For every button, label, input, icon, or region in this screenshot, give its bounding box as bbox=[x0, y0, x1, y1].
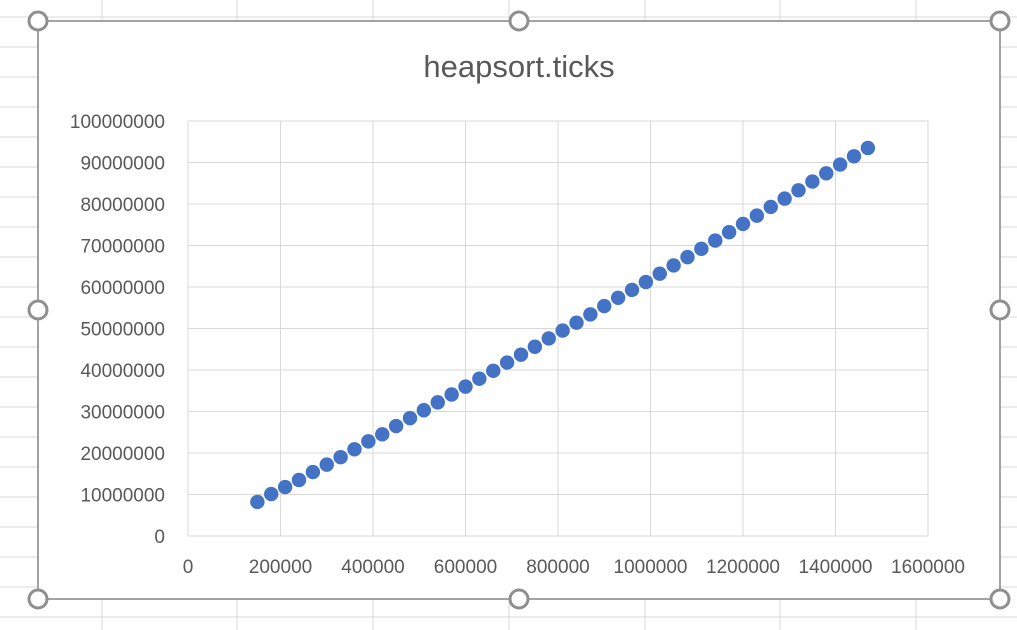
data-point[interactable] bbox=[846, 149, 862, 164]
resize-handle-bottom[interactable] bbox=[508, 588, 530, 610]
plot-gridlines bbox=[187, 120, 929, 537]
data-point[interactable] bbox=[763, 199, 778, 215]
resize-handle-top[interactable] bbox=[508, 10, 530, 32]
x-tick-label: 600000 bbox=[434, 557, 497, 578]
data-point[interactable] bbox=[749, 208, 765, 223]
data-point[interactable] bbox=[638, 274, 654, 290]
data-point[interactable] bbox=[402, 410, 418, 426]
x-tick-label: 1200000 bbox=[706, 557, 780, 578]
chart-resize-handles[interactable] bbox=[27, 10, 1011, 610]
data-point[interactable] bbox=[610, 290, 626, 305]
data-point[interactable] bbox=[319, 457, 334, 472]
data-point[interactable] bbox=[347, 442, 362, 457]
x-tick-label: 400000 bbox=[341, 557, 404, 578]
y-axis-tick-labels: 0 10000000 20000000 30000000 40000000 5000000… bbox=[70, 112, 165, 548]
chart-title[interactable]: heapsort.ticks bbox=[423, 49, 614, 84]
data-point[interactable] bbox=[555, 323, 570, 338]
data-point[interactable] bbox=[777, 191, 792, 206]
y-tick-label: 0 bbox=[154, 527, 165, 548]
data-point[interactable] bbox=[305, 464, 321, 480]
data-point[interactable] bbox=[277, 479, 293, 495]
data-point[interactable] bbox=[472, 371, 487, 386]
data-point[interactable] bbox=[694, 241, 709, 257]
data-point[interactable] bbox=[375, 427, 390, 442]
data-point[interactable] bbox=[291, 472, 307, 488]
data-point[interactable] bbox=[430, 395, 445, 410]
y-tick-label: 30000000 bbox=[80, 403, 165, 424]
data-point[interactable] bbox=[652, 266, 667, 281]
x-tick-label: 1600000 bbox=[891, 557, 965, 578]
y-tick-label: 90000000 bbox=[80, 154, 165, 175]
resize-handle-top-right[interactable] bbox=[989, 10, 1011, 32]
resize-handle-top-left[interactable] bbox=[27, 10, 49, 32]
data-point[interactable] bbox=[583, 307, 598, 322]
y-tick-label: 50000000 bbox=[80, 320, 165, 341]
data-point[interactable] bbox=[458, 379, 473, 394]
resize-handle-bottom-left[interactable] bbox=[27, 588, 49, 610]
data-point[interactable] bbox=[832, 157, 848, 172]
data-point[interactable] bbox=[569, 315, 584, 330]
y-tick-label: 40000000 bbox=[80, 361, 165, 382]
data-point[interactable] bbox=[527, 339, 543, 354]
data-point[interactable] bbox=[624, 282, 640, 298]
data-point[interactable] bbox=[791, 183, 806, 198]
data-point[interactable] bbox=[735, 216, 751, 232]
data-point[interactable] bbox=[860, 140, 876, 156]
data-point[interactable] bbox=[708, 233, 723, 248]
y-tick-label: 80000000 bbox=[80, 195, 165, 216]
data-point[interactable] bbox=[361, 434, 376, 449]
data-point[interactable] bbox=[444, 387, 459, 402]
y-tick-label: 20000000 bbox=[80, 444, 165, 465]
resize-handle-left[interactable] bbox=[27, 299, 49, 321]
data-point[interactable] bbox=[597, 298, 612, 314]
data-point[interactable] bbox=[805, 174, 820, 189]
x-tick-label: 1400000 bbox=[799, 557, 873, 578]
data-point[interactable] bbox=[250, 494, 265, 510]
data-point[interactable] bbox=[721, 225, 737, 240]
y-tick-label: 70000000 bbox=[80, 237, 165, 258]
chart-area[interactable] bbox=[37, 20, 1001, 600]
resize-handle-bottom-right[interactable] bbox=[989, 588, 1011, 610]
data-point[interactable] bbox=[680, 249, 695, 265]
data-point[interactable] bbox=[499, 355, 515, 370]
y-tick-label: 100000000 bbox=[70, 112, 165, 133]
x-tick-label: 1000000 bbox=[614, 557, 688, 578]
y-tick-label: 60000000 bbox=[80, 278, 165, 299]
data-points bbox=[250, 140, 876, 510]
x-tick-label: 800000 bbox=[526, 557, 589, 578]
x-axis-tick-labels: 0 200000 400000 600000 800000 1000000 1200000 1… bbox=[183, 557, 965, 578]
data-point[interactable] bbox=[333, 449, 348, 465]
y-tick-label: 10000000 bbox=[80, 486, 165, 507]
x-tick-label: 0 bbox=[183, 557, 194, 578]
data-point[interactable] bbox=[264, 486, 279, 502]
data-point[interactable] bbox=[513, 347, 529, 362]
data-point[interactable] bbox=[486, 363, 501, 379]
resize-handle-right[interactable] bbox=[989, 299, 1011, 321]
data-point[interactable] bbox=[541, 331, 556, 346]
x-tick-label: 200000 bbox=[249, 557, 312, 578]
data-point[interactable] bbox=[666, 258, 681, 273]
data-point[interactable] bbox=[388, 418, 404, 434]
data-point[interactable] bbox=[819, 166, 834, 181]
data-point[interactable] bbox=[416, 403, 432, 418]
